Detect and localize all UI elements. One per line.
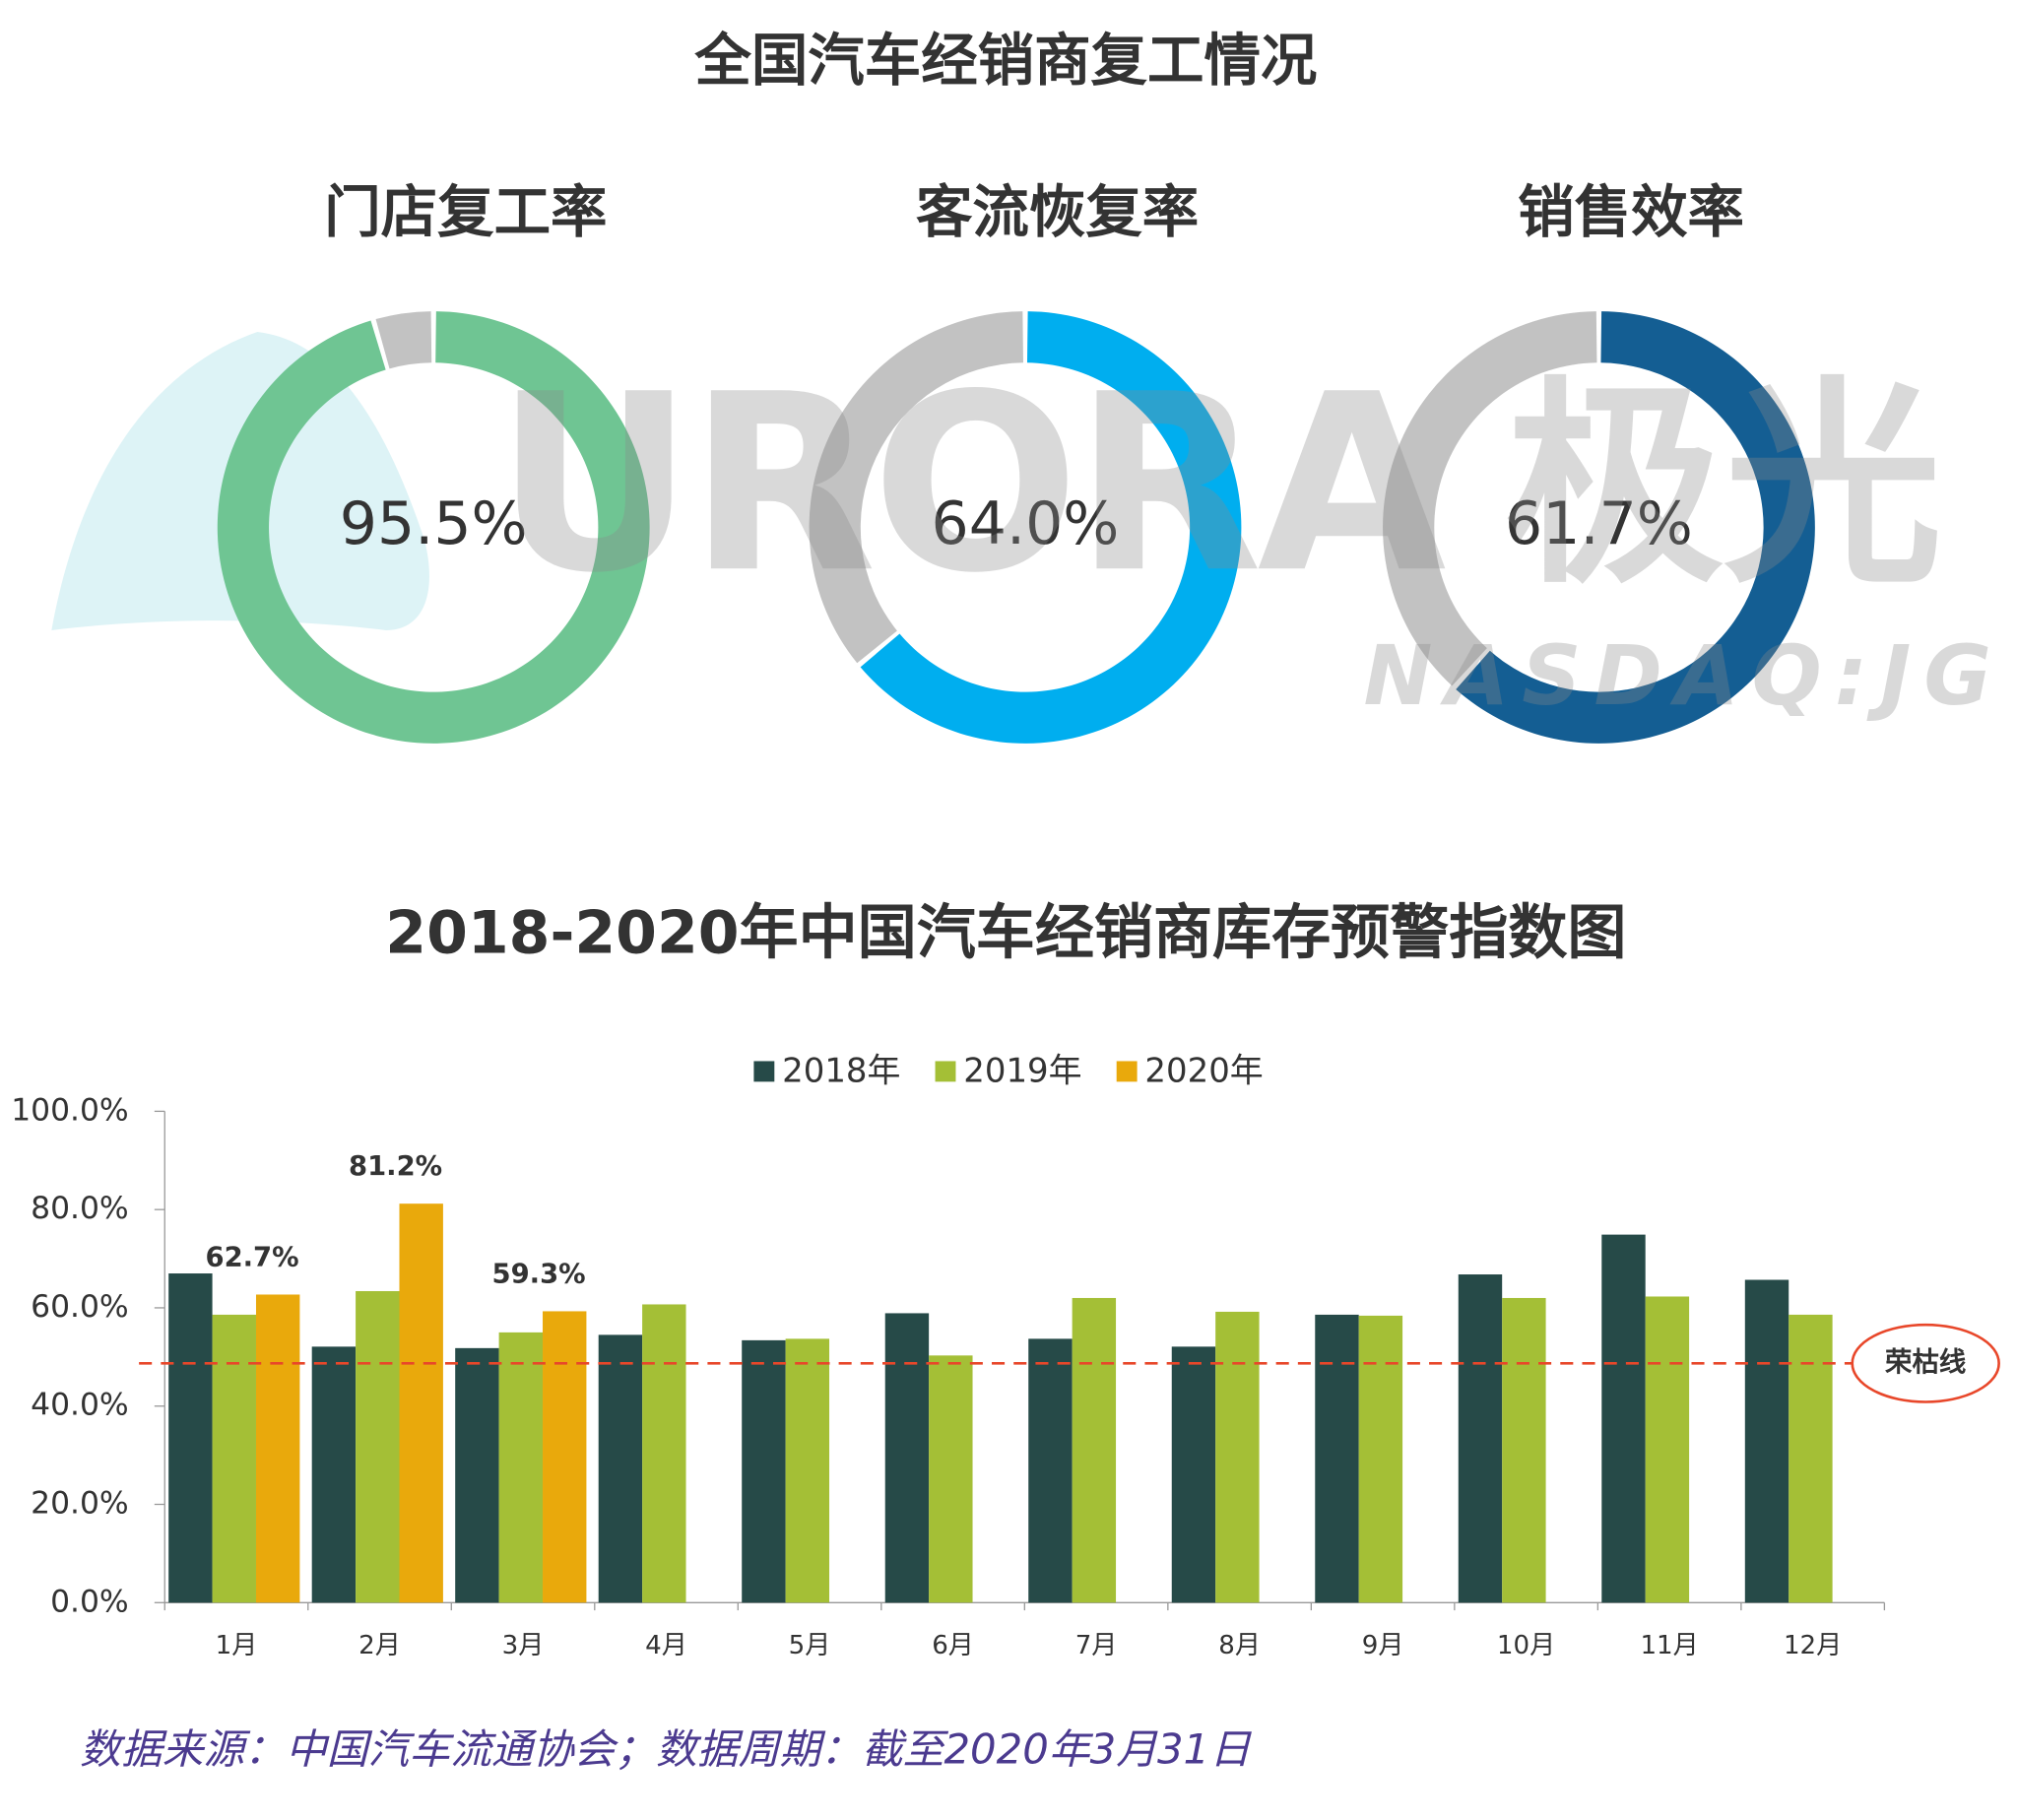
bar [1215,1311,1260,1603]
x-tick-label: 5月 [789,1631,831,1660]
watermark: URORA 极光 NASDAQ:JG [495,342,2004,724]
bar [884,1313,930,1603]
donut-title: 客流恢复率 [916,179,1199,245]
bar [1315,1314,1359,1603]
bar [742,1339,786,1603]
x-tick-label: 4月 [645,1631,687,1660]
data-label: 59.3% [492,1259,586,1289]
data-label: 81.2% [349,1151,442,1182]
bar [356,1290,400,1603]
legend-label: 2018年 [782,1052,900,1091]
legend-swatch [1116,1061,1138,1082]
legend-label: 2019年 [963,1052,1081,1091]
watermark-text-cn: 极光 [1505,359,1942,614]
x-tick-label: 6月 [932,1631,974,1660]
bar [1358,1315,1403,1603]
bar [1645,1296,1690,1603]
legend-swatch [753,1061,775,1082]
donut-value-label: 95.5% [340,489,528,558]
x-tick-label: 11月 [1640,1631,1698,1660]
donut-segment [1456,311,1815,744]
chart-title: 2018-2020年中国汽车经销商库存预警指数图 [385,898,1626,967]
donut-segment [860,311,1242,744]
x-tick-label: 1月 [216,1631,258,1660]
donut-value-label: 64.0% [932,489,1120,558]
legend-label: 2020年 [1144,1052,1263,1091]
donut-remainder [809,311,1023,664]
x-tick-label: 12月 [1784,1631,1842,1660]
bar [498,1332,544,1603]
donut-remainder [1383,311,1597,686]
bar [1789,1314,1833,1603]
bar [1028,1338,1073,1603]
donut-title: 销售效率 [1518,179,1744,245]
donut-title: 门店复工率 [324,179,607,245]
bar [1601,1234,1646,1603]
bar [1502,1297,1546,1603]
reference-label: 荣枯线 [1885,1347,1966,1378]
bar [543,1311,587,1603]
page-title: 全国汽车经销商复工情况 [693,28,1317,94]
x-tick-label: 7月 [1075,1631,1118,1660]
bar [455,1347,499,1603]
donut-value-label: 61.7% [1505,489,1693,558]
x-tick-label: 9月 [1362,1631,1404,1660]
y-tick-label: 60.0% [31,1289,129,1325]
x-tick-label: 10月 [1497,1631,1555,1660]
reference-badge [1851,1323,2000,1403]
bar [168,1273,213,1603]
bar [1458,1274,1503,1603]
bar [929,1355,973,1603]
x-tick-label: 2月 [358,1631,401,1660]
y-tick-label: 40.0% [31,1388,129,1423]
y-tick-label: 0.0% [50,1584,129,1619]
watermark-text: URORA [495,342,1446,626]
bar [399,1203,443,1603]
watermark-subtext: NASDAQ:JG [1363,627,2004,724]
donut-group: 门店复工率 95.5% 客流恢复率 64.0% 销售效率 61.7% [217,179,1815,744]
data-label: 62.7% [206,1242,299,1272]
y-tick-label: 100.0% [11,1092,128,1128]
bar [1072,1297,1117,1603]
bar [311,1346,357,1603]
bar [255,1294,300,1603]
x-tick-label: 8月 [1218,1631,1261,1660]
donut-remainder [375,311,432,369]
y-tick-label: 80.0% [31,1191,129,1226]
legend-swatch [935,1061,956,1082]
bar [1171,1346,1216,1603]
source-note: 数据来源：中国汽车流通协会；数据周期：截至2020年3月31日 [80,1724,1252,1773]
bar [642,1304,686,1603]
y-tick-label: 20.0% [31,1486,129,1522]
bar-chart: 2018-2020年中国汽车经销商库存预警指数图 0.0% 20.0% 40.0% 60… [11,898,2000,1660]
bar [785,1338,830,1603]
x-tick-label: 3月 [502,1631,545,1660]
bar [212,1314,256,1603]
bar [1744,1279,1789,1603]
bar [598,1334,643,1603]
